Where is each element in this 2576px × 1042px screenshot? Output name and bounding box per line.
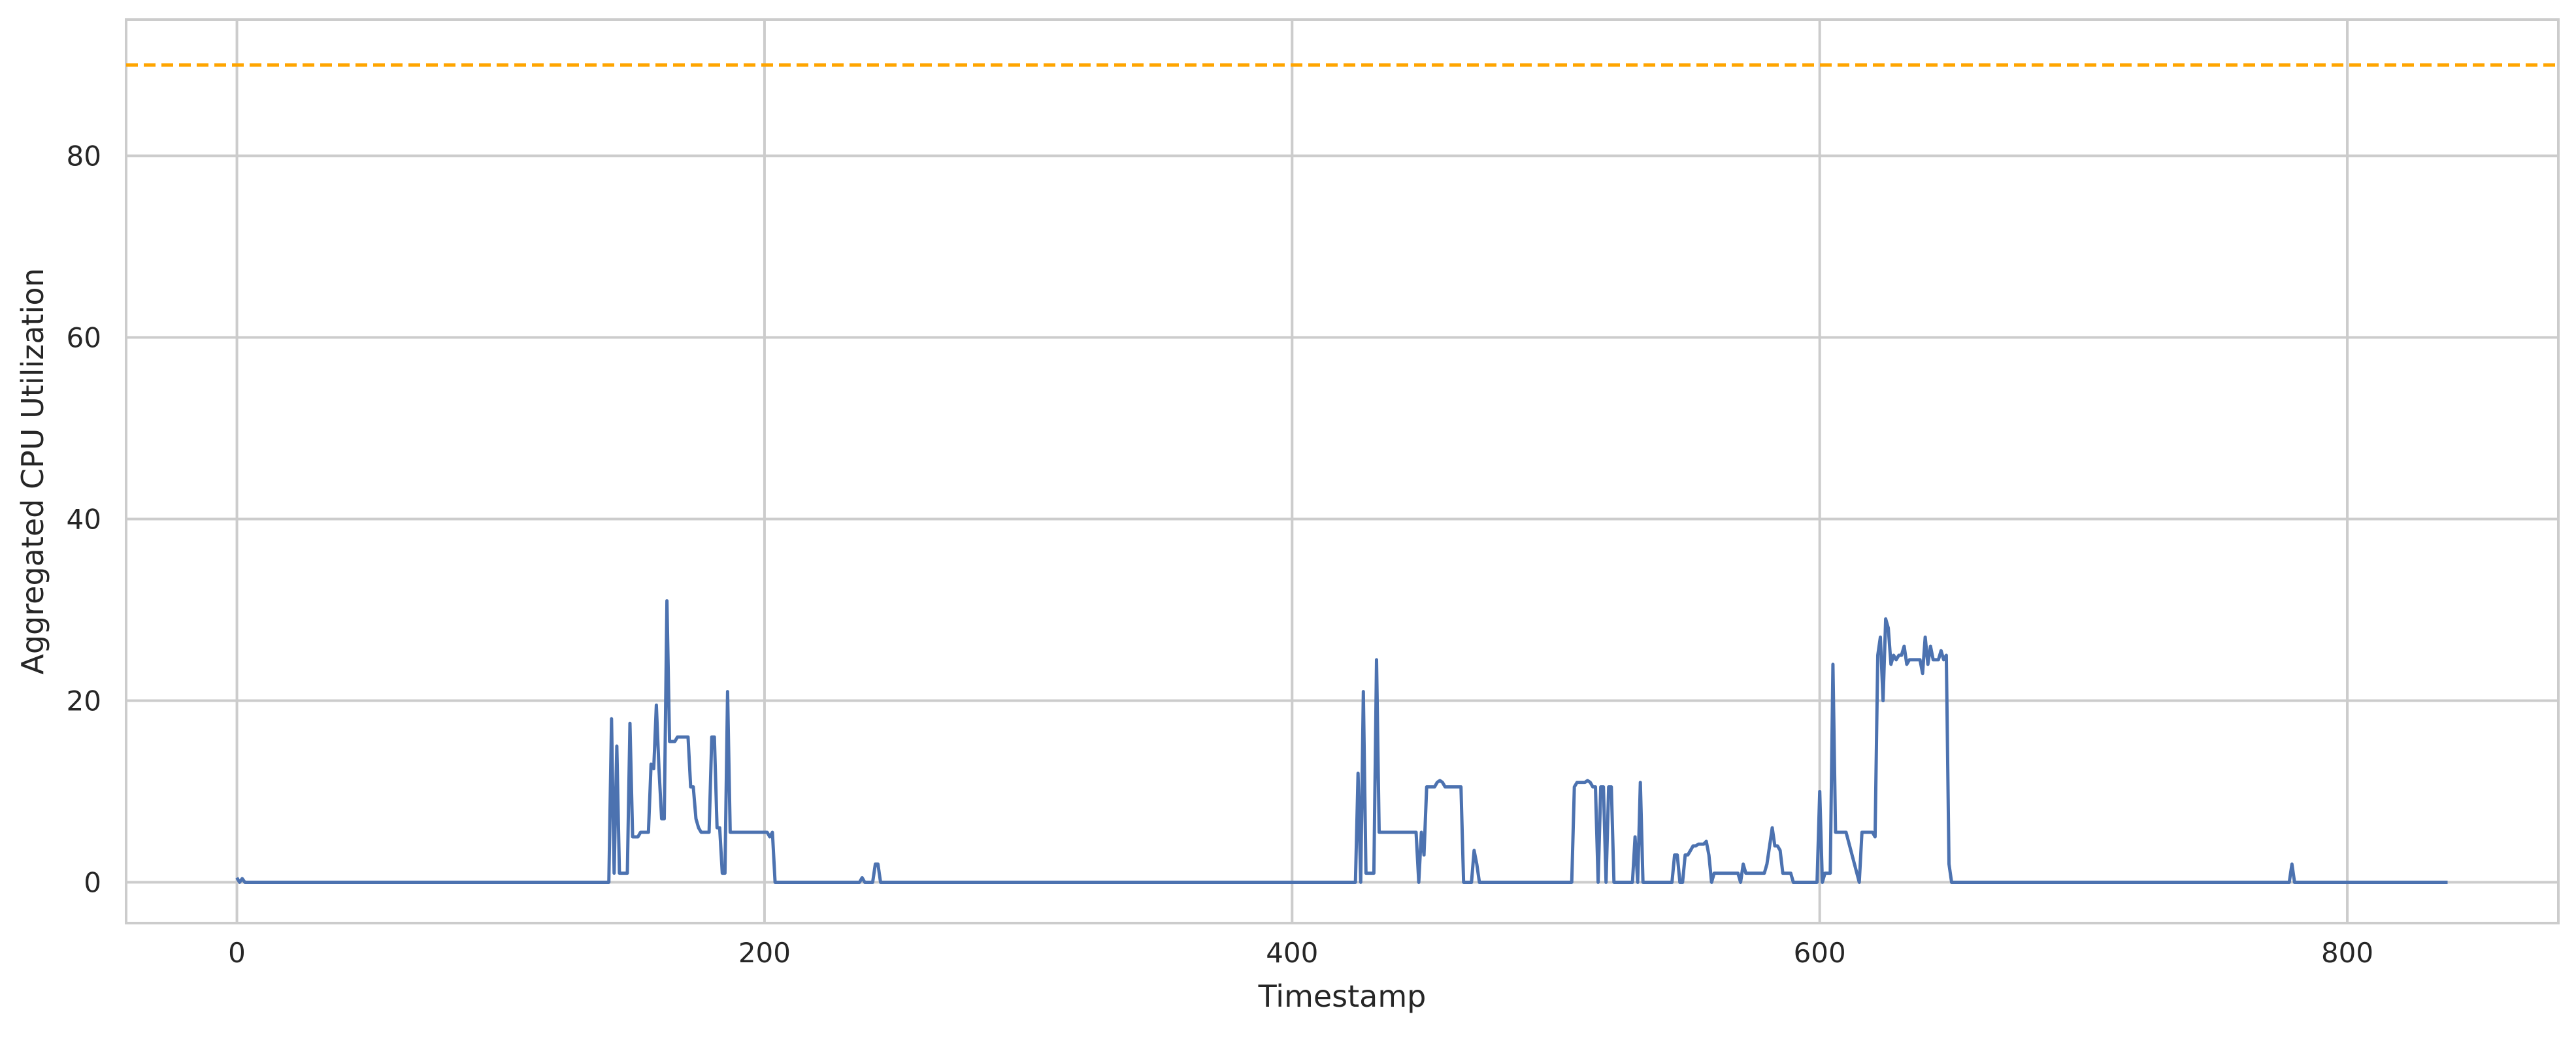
- cpu-utilization-series: [235, 599, 2448, 884]
- y-tick-labels: 0 20 40 60 80: [67, 140, 101, 898]
- y-axis-title: Aggregated CPU Utilization: [15, 268, 50, 674]
- y-tick-label: 80: [67, 140, 101, 172]
- x-tick-label: 200: [738, 937, 791, 969]
- y-tick-label: 0: [84, 866, 101, 898]
- gridlines: [126, 20, 2558, 923]
- x-tick-label: 800: [2321, 937, 2373, 969]
- x-tick-label: 400: [1266, 937, 1318, 969]
- plot-frame: [125, 18, 2560, 924]
- x-tick-label: 600: [1794, 937, 1846, 969]
- x-tick-labels: 0 200 400 600 800: [228, 937, 2373, 969]
- y-tick-label: 40: [67, 503, 101, 535]
- y-tick-label: 20: [67, 685, 101, 717]
- y-tick-label: 60: [67, 321, 101, 353]
- x-tick-label: 0: [228, 937, 246, 969]
- x-axis-title: Timestamp: [1258, 979, 1427, 1014]
